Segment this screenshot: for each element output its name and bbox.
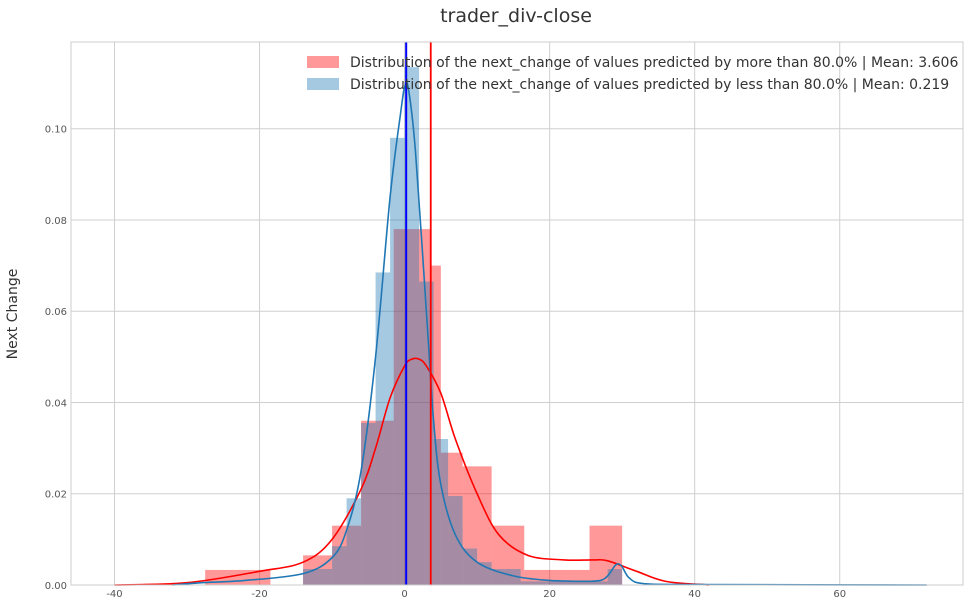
- histogram-bar: [375, 272, 391, 585]
- y-tick-label: 0.04: [45, 398, 67, 409]
- histogram-bar: [520, 581, 608, 585]
- histogram-bar: [491, 569, 521, 585]
- histogram-series-1: [205, 229, 623, 585]
- histogram-series-2: [303, 67, 623, 586]
- histogram-bar: [440, 452, 463, 585]
- histogram-bar: [462, 548, 478, 585]
- x-tick-label: 60: [833, 589, 846, 600]
- x-tick-label: -40: [106, 589, 122, 600]
- kde-curve-series-1: [114, 357, 710, 586]
- x-tick-label: 40: [688, 589, 701, 600]
- kde-curve-series-2: [172, 81, 927, 586]
- plot-area: [70, 41, 964, 586]
- histogram-bar: [404, 67, 420, 586]
- y-tick-label: 0.10: [45, 125, 67, 136]
- y-tick-label: 0.00: [45, 581, 67, 592]
- histogram-bar: [589, 525, 623, 585]
- y-tick-label: 0.08: [45, 216, 67, 227]
- histogram-bar: [361, 420, 394, 585]
- chart-title: trader_div-close: [440, 5, 592, 27]
- histogram-bar: [393, 229, 430, 585]
- x-tick-label: 0: [401, 589, 407, 600]
- histogram-bar: [462, 466, 492, 585]
- y-tick-label: 0.06: [45, 307, 67, 318]
- histogram-bar: [433, 438, 449, 585]
- y-tick-label: 0.02: [45, 490, 67, 501]
- histogram-bar: [361, 423, 376, 585]
- legend-swatch-series-1: [307, 56, 339, 68]
- histogram-bar: [448, 496, 463, 585]
- x-tick-label: -20: [251, 589, 267, 600]
- legend-label-series-2: Distribution of the next_change of value…: [350, 77, 949, 93]
- y-axis-label: Next Change: [5, 269, 21, 360]
- plot-border: [70, 41, 964, 586]
- legend: Distribution of the next_change of value…: [307, 55, 958, 93]
- histogram-bar: [332, 525, 362, 585]
- histogram-bar: [346, 498, 362, 585]
- histogram-bar: [429, 265, 441, 585]
- histogram-bar: [332, 546, 347, 585]
- histogram-bar: [303, 569, 333, 585]
- legend-label-series-1: Distribution of the next_change of value…: [350, 55, 958, 71]
- x-tick-label: 20: [543, 589, 556, 600]
- plot-background: [71, 42, 963, 585]
- histogram-bar: [390, 137, 405, 585]
- legend-swatch-series-2: [307, 78, 339, 90]
- histogram-bar: [607, 569, 623, 585]
